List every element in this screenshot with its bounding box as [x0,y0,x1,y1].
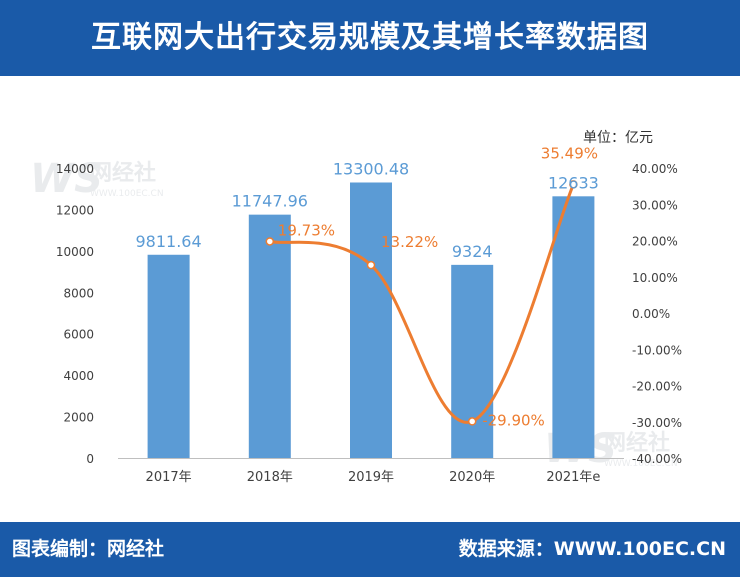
growth-rate-line [269,183,575,424]
y-left-tick-label: 14000 [56,162,94,176]
y-right-tick-label: -20.00% [632,380,682,394]
y-right-tick-label: -10.00% [632,343,682,357]
bar-value-label: 9324 [452,242,493,261]
y-left-tick-label: 4000 [63,369,94,383]
y-left-tick-label: 6000 [63,328,94,342]
watermark-brand: 网经社 [90,160,156,186]
y-right-tick-label: 20.00% [632,235,678,249]
watermark-url: WWW.100EC.CN [90,189,164,199]
y-right-tick-label: 10.00% [632,271,678,285]
y-right-tick-label: 40.00% [632,162,678,176]
bar-2020年 [451,264,494,458]
y-right-tick-label: -40.00% [632,452,682,466]
growth-point-2018年 [265,237,275,246]
footer-source: 数据来源：WWW.100EC.CN [458,538,726,560]
bar-value-label: 9811.64 [136,232,202,251]
y-left-tick-label: 8000 [63,286,94,300]
y-left-tick-label: 0 [86,452,94,466]
header-banner: 互联网大出行交易规模及其增长率数据图 [0,0,740,76]
y-right-tick-label: 0.00% [632,307,670,321]
footer-credit: 图表编制：网经社 [12,538,165,560]
growth-point-2020年 [467,417,477,426]
x-tick-label: 2019年 [348,470,394,485]
x-tick-label: 2017年 [146,470,192,485]
bar-value-label: 12633 [548,173,599,192]
bar-2017年 [147,254,190,458]
growth-rate-label: 19.73% [278,221,335,239]
watermark-url: WWW.100EC.CN [604,459,678,469]
x-tick-label: 2018年 [247,470,293,485]
bar-2018年 [248,214,291,458]
y-left-tick-label: 12000 [56,203,94,217]
growth-rate-label: 35.49% [541,144,598,162]
chart-title: 互联网大出行交易规模及其增长率数据图 [91,20,649,55]
footer-banner: 图表编制：网经社 数据来源：WWW.100EC.CN [0,522,740,577]
y-left-tick-label: 10000 [56,245,94,259]
growth-rate-label: 13.22% [381,233,438,251]
y-right-tick-label: -30.00% [632,416,682,430]
y-left-tick-label: 2000 [63,411,94,425]
growth-rate-label: -29.90% [482,411,545,429]
unit-label: 单位：亿元 [583,130,653,146]
watermark-logo: WS [30,156,103,202]
bar-2019年 [350,182,392,458]
x-tick-label: 2020年 [449,470,495,485]
watermark-brand: 网经社 [604,430,670,456]
y-right-tick-label: 30.00% [632,198,678,212]
bar-2021年e [552,196,595,458]
bar-value-label: 11747.96 [232,192,308,211]
growth-point-2019年 [366,260,376,270]
bar-value-label: 13300.48 [333,159,409,178]
x-tick-label: 2021年e [546,470,600,485]
growth-point-2021年e [569,180,578,189]
